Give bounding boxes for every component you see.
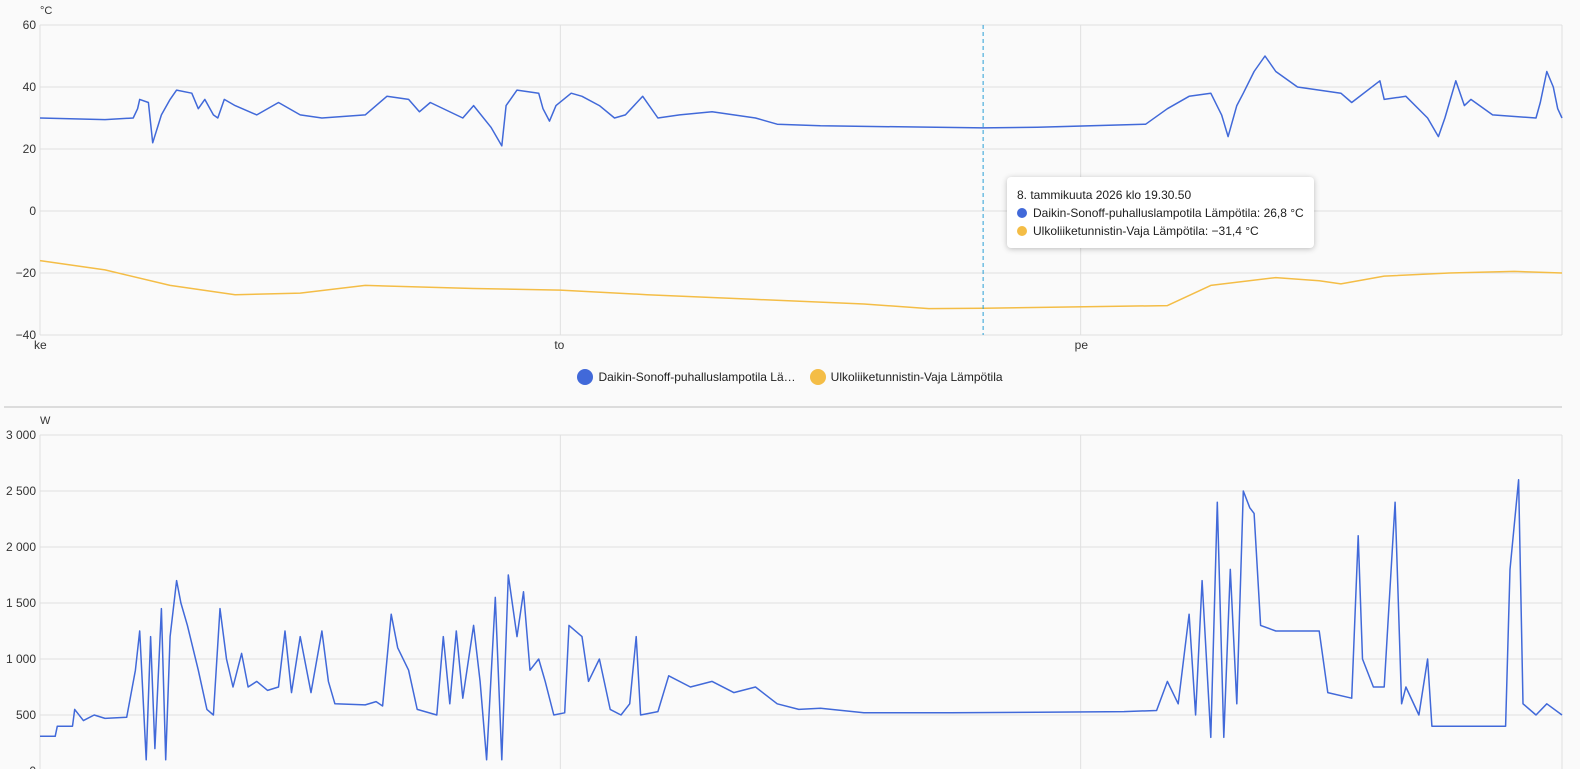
tooltip-title: 8. tammikuuta 2026 klo 19.30.50 <box>1017 188 1192 202</box>
x-tick-label: pe <box>1075 338 1089 352</box>
legend-item-daikin[interactable]: Daikin-Sonoff-puhalluslampotila Lä… <box>577 369 796 385</box>
y-axis-unit: W <box>40 415 51 427</box>
tooltip-dot-yellow <box>1017 226 1027 236</box>
series-line-1 <box>40 479 1563 761</box>
tooltip-row-label: Ulkoliiketunnistin-Vaja Lämpötila: −31,4… <box>1033 224 1259 238</box>
y-tick-label: 3 000 <box>6 428 36 442</box>
tooltip-row-label: Daikin-Sonoff-puhalluslampotila Lämpötil… <box>1033 206 1304 220</box>
y-axis-unit: °C <box>40 5 52 17</box>
y-tick-label: 0 <box>29 204 36 218</box>
legend-item-ulko[interactable]: Ulkoliiketunnistin-Vaja Lämpötila <box>809 369 1003 385</box>
tooltip-dot-blue <box>1017 208 1027 218</box>
legend-label: Ulkoliiketunnistin-Vaja Lämpötila <box>830 370 1003 384</box>
y-tick-label: 0 <box>29 764 36 769</box>
y-tick-label: −40 <box>16 328 37 342</box>
y-tick-label: 500 <box>16 708 36 722</box>
y-tick-label: 60 <box>23 18 37 32</box>
tooltip-row: Ulkoliiketunnistin-Vaja Lämpötila: −31,4… <box>1017 222 1304 240</box>
x-tick-label: to <box>554 338 564 352</box>
y-tick-label: 40 <box>23 80 37 94</box>
series-line-2 <box>39 259 1563 310</box>
tooltip-row: Daikin-Sonoff-puhalluslampotila Lämpötil… <box>1017 204 1304 222</box>
legend-dot-blue <box>577 369 594 385</box>
chart-legend: Daikin-Sonoff-puhalluslampotila Lä… Ulko… <box>0 369 1580 385</box>
legend-label: Daikin-Sonoff-puhalluslampotila Lä… <box>598 370 796 384</box>
legend-dot-yellow <box>809 369 826 385</box>
y-tick-label: 2 000 <box>6 540 36 554</box>
chart-tooltip: 8. tammikuuta 2026 klo 19.30.50 Daikin-S… <box>1007 177 1314 248</box>
y-tick-label: 1 000 <box>6 652 36 666</box>
y-tick-label: 20 <box>23 142 37 156</box>
chart-divider <box>4 406 1562 408</box>
series-line-1 <box>39 55 1563 147</box>
x-tick-label: ke <box>34 338 47 352</box>
y-tick-label: 2 500 <box>6 484 36 498</box>
y-tick-label: −20 <box>16 266 37 280</box>
y-tick-label: 1 500 <box>6 596 36 610</box>
